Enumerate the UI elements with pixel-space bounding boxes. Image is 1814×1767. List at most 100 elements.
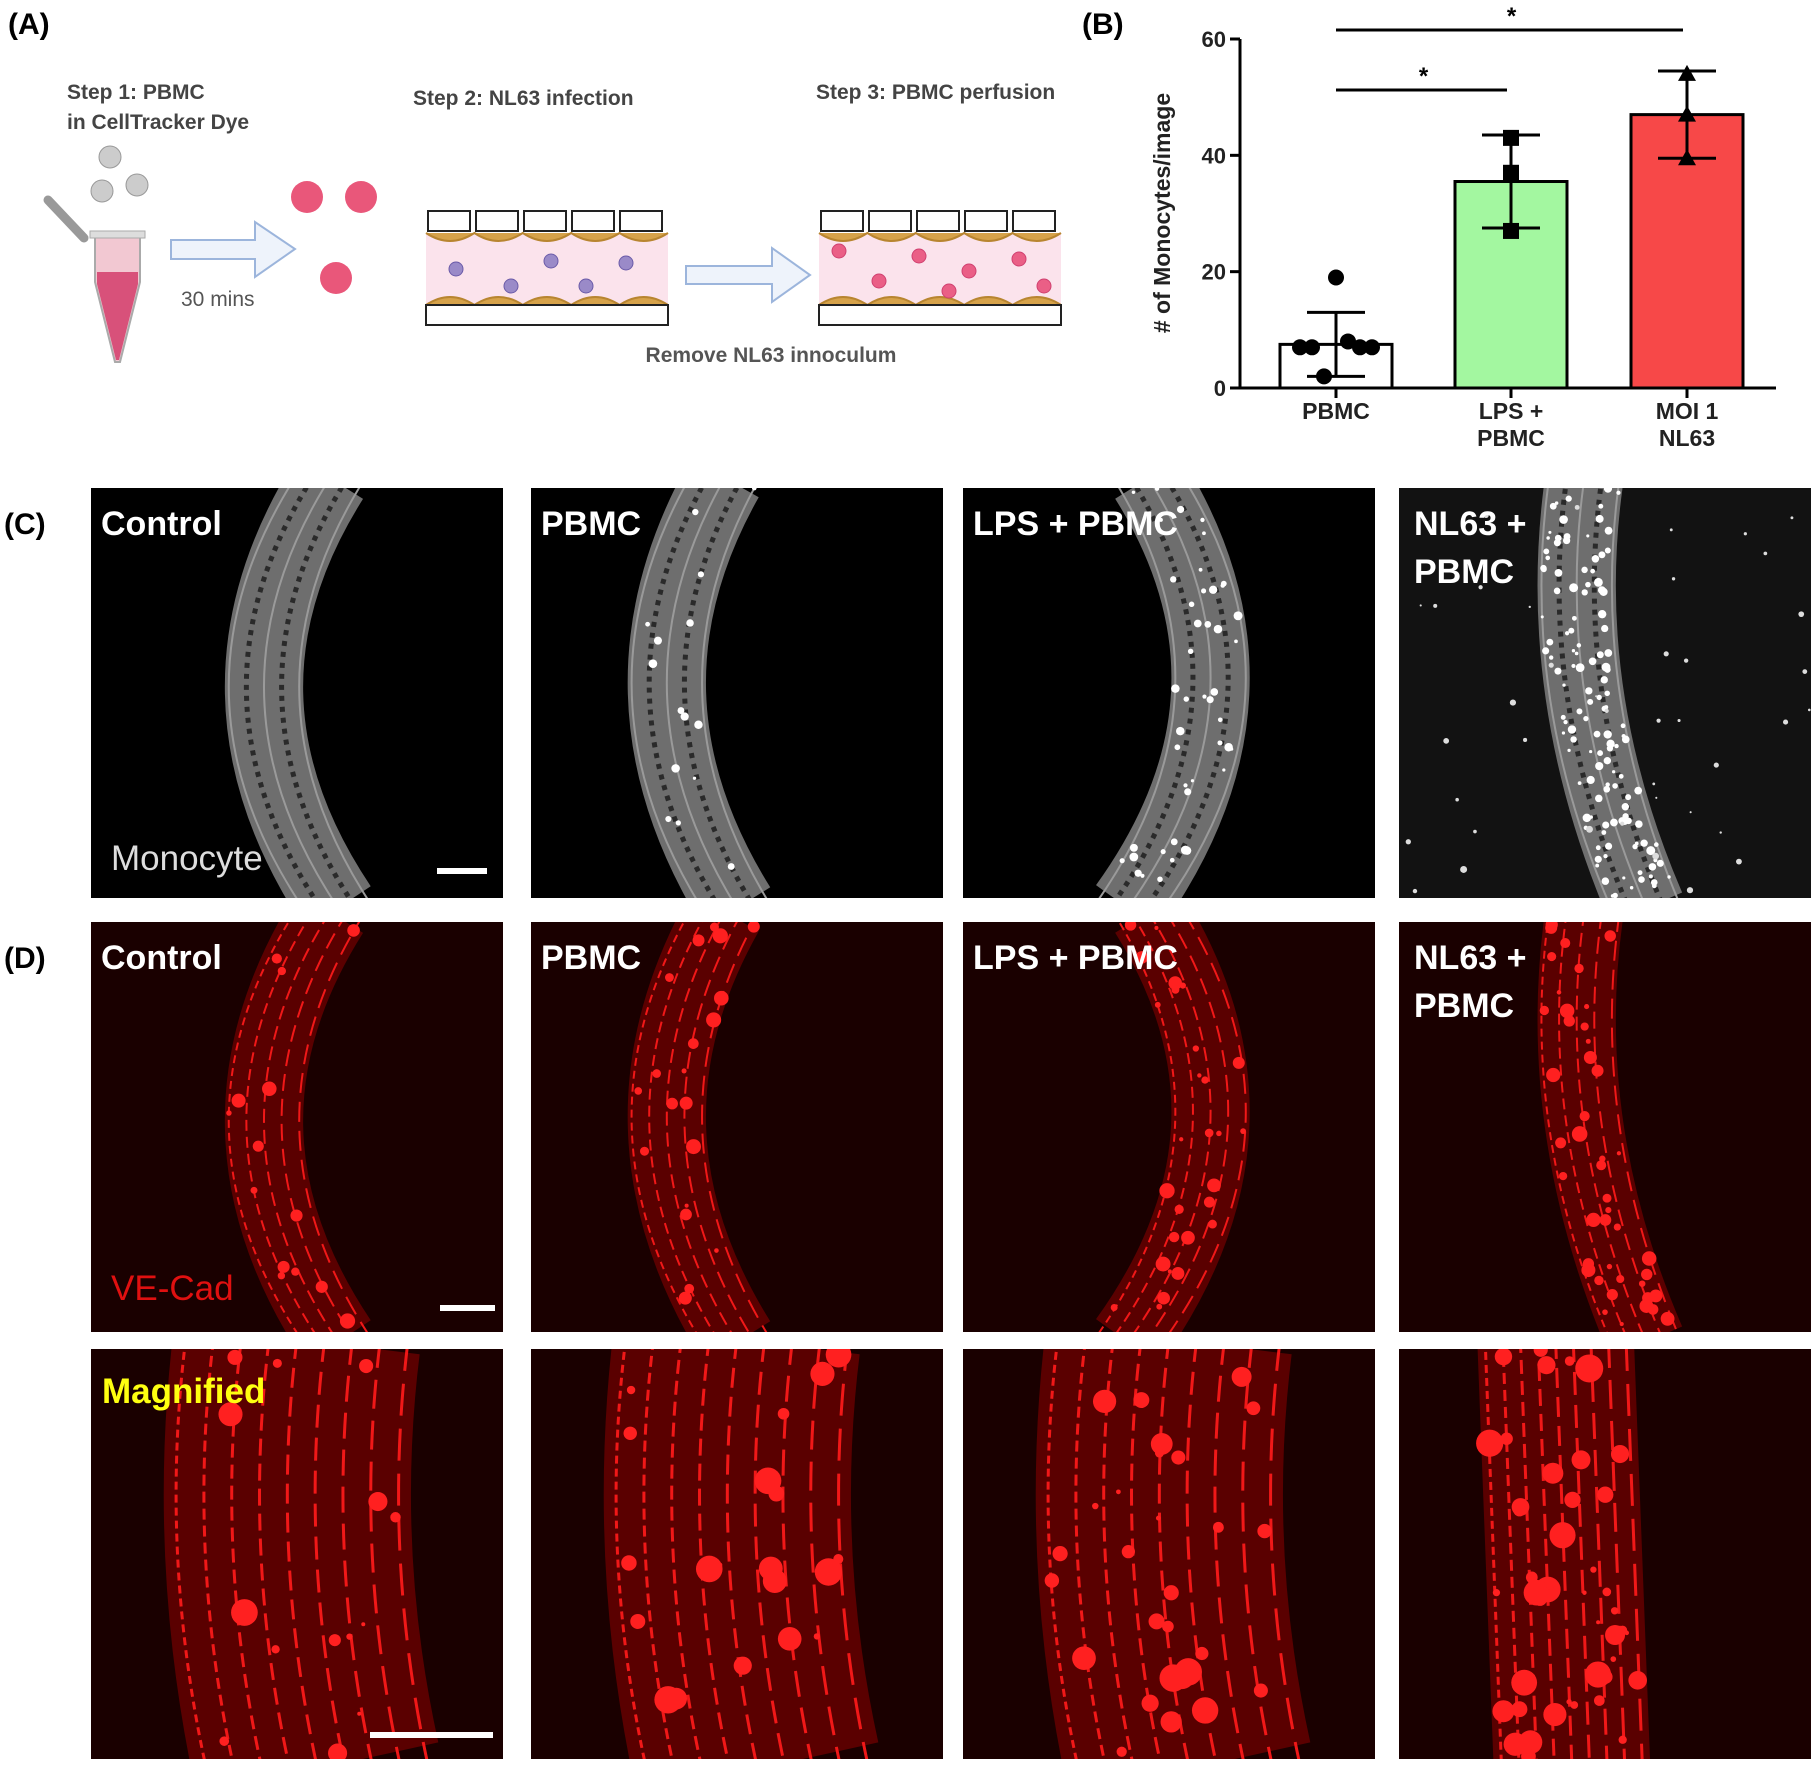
monocyte [692, 508, 699, 516]
cell-blob [1602, 1309, 1608, 1315]
cell-blob [1598, 1669, 1613, 1684]
y-tick-label: 0 [1214, 376, 1226, 401]
data-point [1304, 339, 1320, 356]
monocyte [1581, 566, 1588, 574]
data-point [1503, 164, 1519, 181]
vessel-texture [630, 488, 697, 898]
cell-blob [1602, 1193, 1612, 1203]
monocyte [697, 571, 705, 578]
vessel-texture [285, 1349, 318, 1759]
monocyte [1565, 495, 1572, 502]
monocyte [1604, 526, 1613, 535]
monocyte [1405, 839, 1411, 845]
cell-blob [231, 1093, 246, 1108]
monocyte [675, 820, 681, 826]
cell-blob [1593, 1695, 1605, 1706]
pbmc [961, 263, 977, 279]
cell-blob [1156, 1303, 1163, 1310]
monocyte [1443, 737, 1450, 744]
cell-blob [1605, 1207, 1612, 1214]
cell-blob [1159, 1183, 1175, 1199]
cell [98, 145, 122, 169]
vessel-texture [1133, 922, 1212, 1332]
device-cell [427, 210, 471, 232]
vessel-texture [1519, 1349, 1538, 1759]
monocyte [1802, 669, 1808, 674]
vessel-texture [1241, 1349, 1273, 1759]
cell-blob [1179, 1137, 1184, 1142]
cell-blob [1171, 1450, 1186, 1465]
cell-blob [777, 1627, 802, 1651]
cell-blob [1533, 1349, 1548, 1357]
vessel-texture [809, 1349, 841, 1759]
vessel-texture [1610, 922, 1679, 1332]
vessel-texture [1213, 1349, 1245, 1759]
monocyte [1604, 547, 1611, 554]
cell-blob [1092, 1502, 1099, 1510]
cell-blob [714, 1248, 719, 1253]
monocyte [694, 720, 703, 729]
monocyte [671, 764, 680, 773]
monocyte [1571, 663, 1576, 669]
cell-blob [390, 1512, 401, 1523]
cell-blob [1641, 1251, 1657, 1266]
monocyte [1548, 662, 1554, 668]
cell-blob [654, 1686, 682, 1714]
monocyte [1655, 796, 1658, 799]
monocyte [1610, 894, 1615, 898]
monocyte [1790, 516, 1794, 520]
vessel-texture [230, 1349, 262, 1759]
monocyte [1588, 657, 1597, 666]
cell-blob [1618, 1735, 1627, 1744]
cell-blob [1476, 1429, 1504, 1457]
cell-blob [652, 1069, 662, 1078]
condition-label: NL63 + [1414, 939, 1526, 977]
cell-blob [1240, 1128, 1247, 1135]
monocyte [1595, 845, 1601, 851]
cell-blob [1606, 1289, 1618, 1301]
cell-blob [1571, 1126, 1588, 1142]
micrographs: Control PBMC LPS + PBMC NL63 + PBMC Control PB… [91, 488, 1811, 1759]
cell-blob [277, 1260, 290, 1273]
monocyte [1598, 551, 1606, 559]
vessel-texture [174, 1349, 206, 1759]
cell-blob [1116, 1746, 1127, 1757]
cell-blob [1605, 1624, 1626, 1646]
monocyte [665, 815, 672, 823]
monocyte [1568, 628, 1573, 633]
y-tick-label: 20 [1202, 260, 1226, 285]
cell-blob [1191, 1697, 1219, 1724]
pbmc [1011, 251, 1027, 267]
monocyte [1545, 555, 1551, 561]
micrograph [963, 922, 1375, 1332]
data-point [1503, 129, 1519, 146]
vessel-texture [1558, 922, 1626, 1332]
cell-blob [1619, 1321, 1624, 1327]
monocyte [1564, 631, 1570, 636]
cell-blob [1649, 1289, 1663, 1303]
vessel-texture [1157, 1349, 1190, 1759]
cell-blob [684, 1283, 695, 1294]
cell-blob [1594, 1275, 1604, 1286]
data-point [1328, 269, 1344, 286]
monocyte [1222, 768, 1226, 772]
monocyte [1217, 740, 1223, 746]
device-cell [475, 210, 519, 232]
monocyte [1577, 781, 1582, 785]
monocyte [1625, 794, 1632, 801]
monocyte [1546, 638, 1554, 646]
cell-blob [1492, 1700, 1515, 1723]
monocyte [1604, 705, 1609, 710]
monocyte [1689, 811, 1692, 814]
cell-blob [1563, 1015, 1575, 1027]
vessel-texture [1591, 488, 1663, 898]
monocyte [1224, 743, 1233, 752]
monocyte [1562, 683, 1566, 687]
monocyte [1567, 748, 1571, 753]
cell-blob [825, 1349, 852, 1368]
cell-blob [1044, 1573, 1060, 1588]
monocyte [1460, 865, 1468, 873]
monocyte [1671, 577, 1676, 581]
tube [43, 195, 146, 363]
cell-blob [1542, 1462, 1564, 1484]
